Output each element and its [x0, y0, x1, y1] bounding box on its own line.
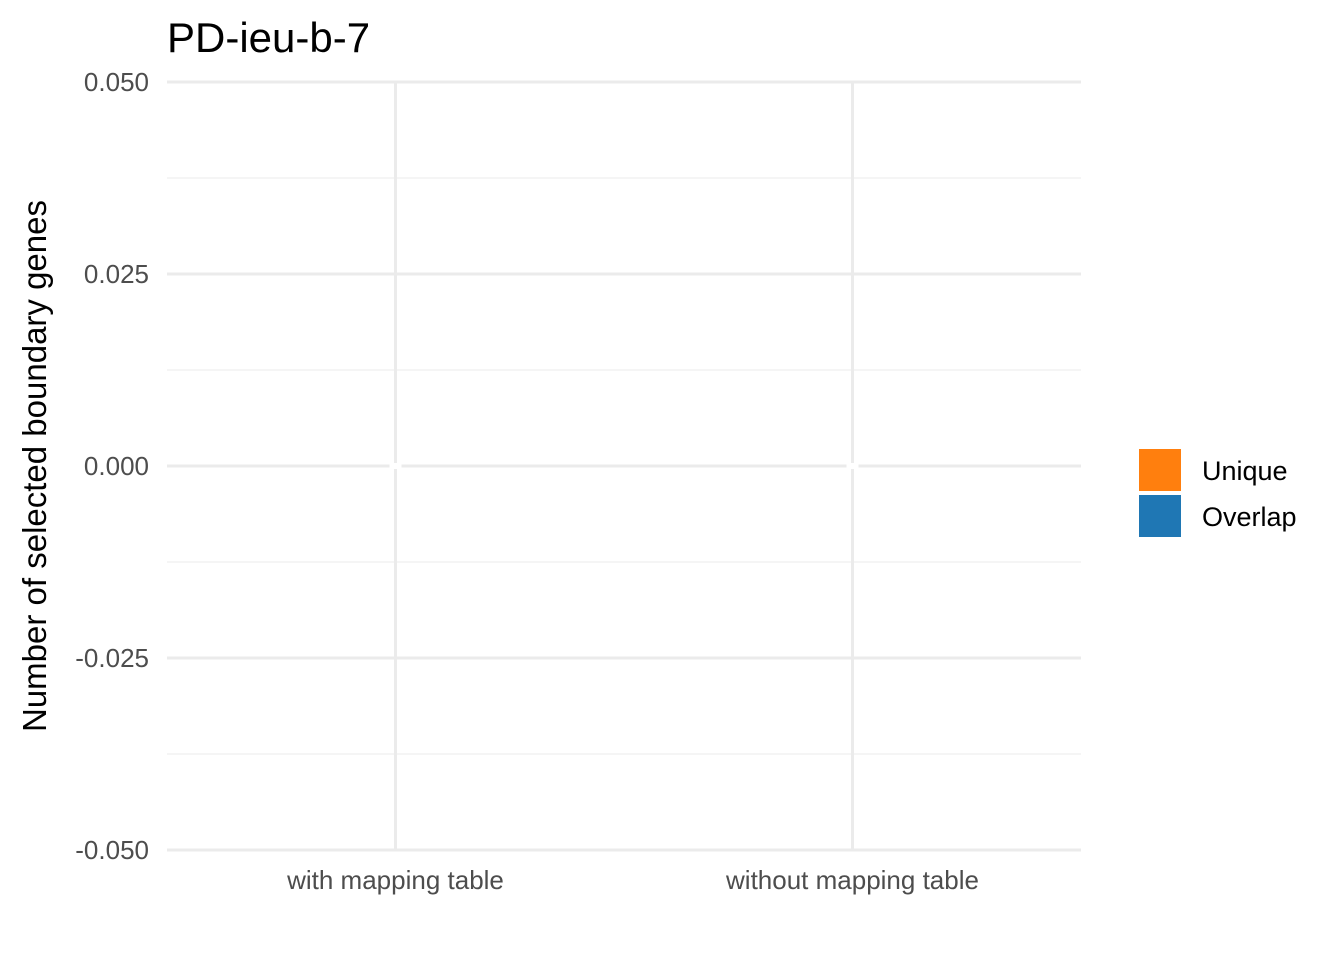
legend-key-overlap — [1139, 495, 1181, 537]
legend: Unique Overlap — [1139, 449, 1297, 537]
x-tick-label: with mapping table — [286, 865, 504, 895]
y-tick-label: -0.025 — [75, 643, 149, 673]
x-tick-label: without mapping table — [725, 865, 979, 895]
y-tick-label: -0.050 — [75, 835, 149, 865]
legend-label-unique: Unique — [1202, 456, 1288, 486]
chart-title: PD-ieu-b-7 — [167, 14, 370, 61]
y-tick-labels: -0.050 -0.025 0.000 0.025 0.050 — [75, 67, 149, 865]
legend-label-overlap: Overlap — [1202, 502, 1297, 532]
legend-key-unique — [1139, 449, 1181, 491]
y-tick-label: 0.025 — [84, 259, 149, 289]
minor-gridlines — [167, 177, 1081, 755]
y-tick-label: 0.050 — [84, 67, 149, 97]
y-tick-label: 0.000 — [84, 451, 149, 481]
y-axis-label: Number of selected boundary genes — [16, 200, 53, 732]
x-tick-labels: with mapping table without mapping table — [286, 865, 979, 895]
